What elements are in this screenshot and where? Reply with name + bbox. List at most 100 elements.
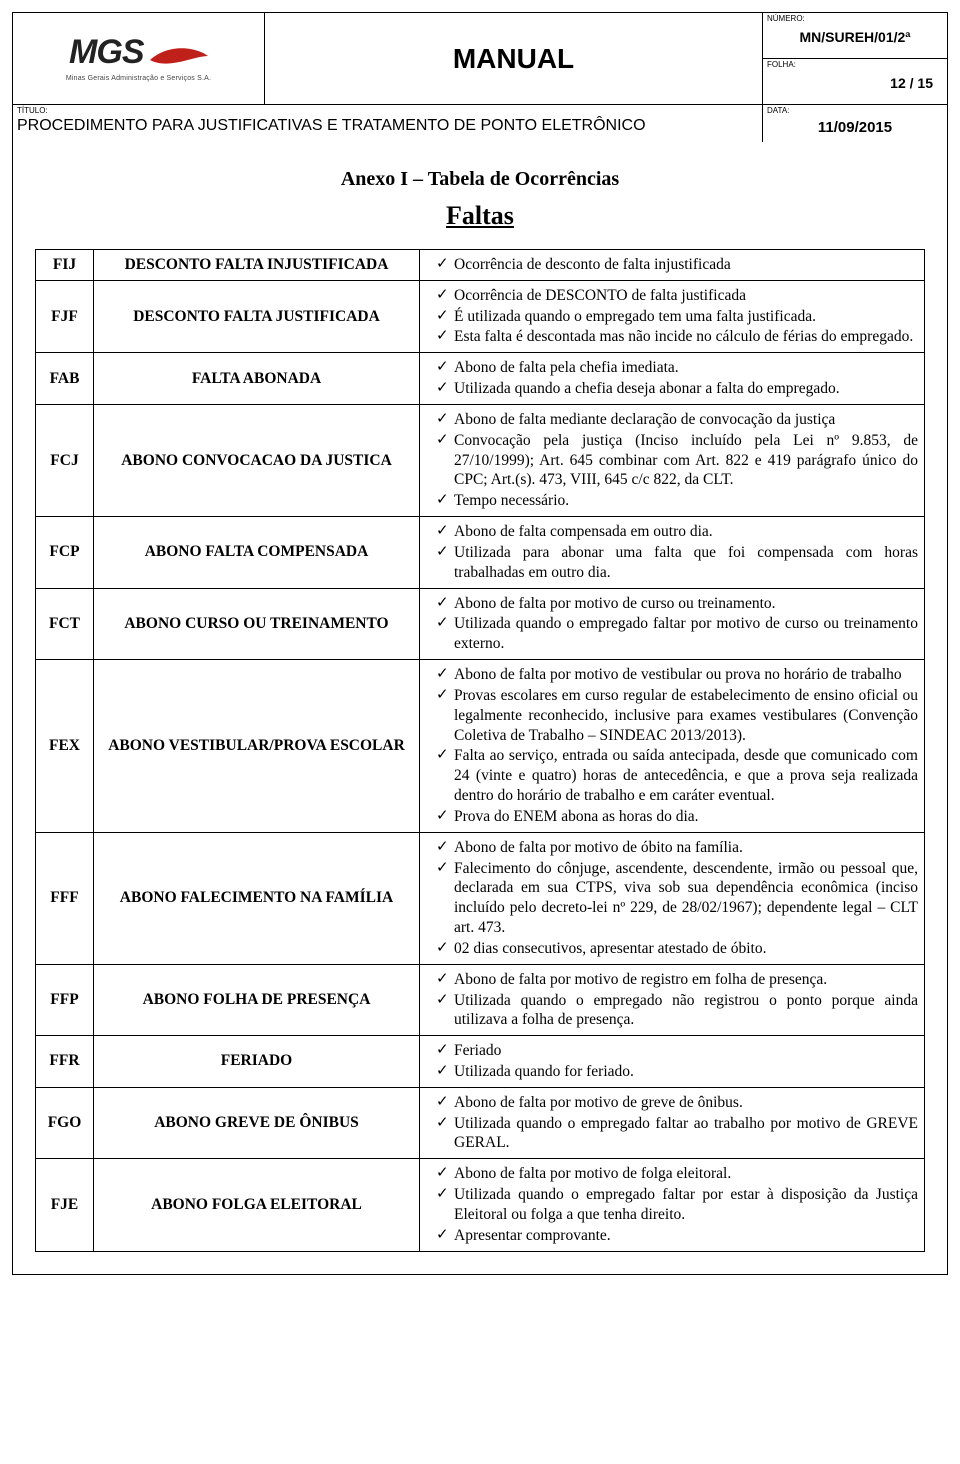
code-cell: FEX [36,660,94,833]
desc-cell: Abono de falta por motivo de greve de ôn… [420,1087,925,1158]
table-row: FCTABONO CURSO OU TREINAMENTOAbono de fa… [36,588,925,659]
table-row: FABFALTA ABONADAAbono de falta pela chef… [36,353,925,405]
code-cell: FAB [36,353,94,405]
desc-item: Esta falta é descontada mas não incide n… [426,327,918,347]
desc-cell: Abono de falta por motivo de folga eleit… [420,1159,925,1251]
desc-list: Abono de falta por motivo de vestibular … [426,665,918,827]
desc-item: Utilizada quando o empregado faltar ao t… [426,1114,918,1154]
desc-item: Ocorrência de desconto de falta injustif… [426,255,918,275]
table-row: FFFABONO FALECIMENTO NA FAMÍLIA Abono de … [36,832,925,964]
code-cell: FFR [36,1036,94,1088]
table-row: FJFDESCONTO FALTA JUSTIFICADA Ocorrência … [36,280,925,352]
desc-item: Abono de falta por motivo de óbito na fa… [426,838,918,858]
table-row: FFPABONO FOLHA DE PRESENÇA Abono de falta… [36,964,925,1035]
desc-item: Abono de falta por motivo de curso ou tr… [426,594,918,614]
desc-list: Abono de falta compensada em outro dia.U… [426,522,918,582]
name-cell: ABONO GREVE DE ÔNIBUS [94,1087,420,1158]
code-cell: FCT [36,588,94,659]
logo-line: MGS [66,35,211,72]
name-cell: FERIADO [94,1036,420,1088]
desc-item: Feriado [426,1041,918,1061]
numero-box: NÚMERO: MN/SUREH/01/2ª [763,13,947,59]
desc-item: Utilizada quando o empregado faltar por … [426,1185,918,1225]
desc-item: Abono de falta por motivo de folga eleit… [426,1164,918,1184]
desc-item: Utilizada para abonar uma falta que foi … [426,543,918,583]
manual-title: MANUAL [265,13,763,105]
name-cell: ABONO VESTIBULAR/PROVA ESCOLAR [94,660,420,833]
folha-value: 12 / 15 [767,75,943,91]
desc-item: Abono de falta por motivo de registro em… [426,970,918,990]
code-cell: FJE [36,1159,94,1251]
code-cell: FFF [36,832,94,964]
desc-cell: Abono de falta compensada em outro dia.U… [420,517,925,588]
anexo-heading: Anexo I – Tabela de Ocorrências [35,168,925,191]
titulo-label: TÍTULO: [13,105,762,115]
logo-subtext: Minas Gerais Administração e Serviços S.… [66,75,211,82]
name-cell: DESCONTO FALTA INJUSTIFICADA [94,250,420,281]
table-row: FCPABONO FALTA COMPENSADAAbono de falta … [36,517,925,588]
header-side: NÚMERO: MN/SUREH/01/2ª FOLHA: 12 / 15 [763,13,947,105]
desc-item: Utilizada quando a chefia deseja abonar … [426,379,918,399]
faltas-heading: Faltas [35,201,925,231]
table-row: FJEABONO FOLGA ELEITORAL Abono de falta p… [36,1159,925,1251]
desc-list: Abono de falta por motivo de registro em… [426,970,918,1030]
logo-wrap: MGS Minas Gerais Administração e Serviço… [66,35,211,81]
desc-cell: Abono de falta por motivo de curso ou tr… [420,588,925,659]
desc-list: Abono de falta por motivo de folga eleit… [426,1164,918,1245]
desc-item: É utilizada quando o empregado tem uma f… [426,307,918,327]
code-cell: FFP [36,964,94,1035]
desc-cell: Abono de falta por motivo de registro em… [420,964,925,1035]
code-cell: FGO [36,1087,94,1158]
logo-text: MGS [69,33,143,71]
desc-item: Abono de falta por motivo de vestibular … [426,665,918,685]
desc-item: Convocação pela justiça (Inciso incluído… [426,431,918,490]
code-cell: FIJ [36,250,94,281]
desc-cell: Ocorrência de DESCONTO de falta justific… [420,280,925,352]
data-box: DATA: 11/09/2015 [763,105,947,142]
desc-item: Falecimento do cônjuge, ascendente, desc… [426,859,918,938]
desc-list: Abono de falta por motivo de greve de ôn… [426,1093,918,1153]
titulo-value: PROCEDIMENTO PARA JUSTIFICATIVAS E TRATA… [13,115,762,141]
desc-item: 02 dias consecutivos, apresentar atestad… [426,939,918,959]
desc-item: Tempo necessário. [426,491,918,511]
desc-item: Provas escolares em curso regular de est… [426,686,918,745]
desc-list: Abono de falta mediante declaração de co… [426,410,918,511]
code-cell: FCJ [36,404,94,516]
table-row: FIJDESCONTO FALTA INJUSTIFICADA Ocorrênci… [36,250,925,281]
name-cell: DESCONTO FALTA JUSTIFICADA [94,280,420,352]
desc-item: Prova do ENEM abona as horas do dia. [426,807,918,827]
desc-list: Abono de falta pela chefia imediata.Util… [426,358,918,399]
folha-label: FOLHA: [767,61,943,69]
occurrences-table: FIJDESCONTO FALTA INJUSTIFICADA Ocorrênci… [35,249,925,1252]
titulo-box: TÍTULO: PROCEDIMENTO PARA JUSTIFICATIVAS… [13,105,763,142]
table-row: FFRFERIADOFeriadoUtilizada quando for fe… [36,1036,925,1088]
name-cell: ABONO FOLGA ELEITORAL [94,1159,420,1251]
desc-item: Utilizada quando o empregado faltar por … [426,614,918,654]
desc-cell: Abono de falta mediante declaração de co… [420,404,925,516]
content-area: Anexo I – Tabela de Ocorrências Faltas F… [13,142,947,1274]
table-row: FEXABONO VESTIBULAR/PROVA ESCOLAR Abono d… [36,660,925,833]
desc-list: Abono de falta por motivo de curso ou tr… [426,594,918,654]
logo-cell: MGS Minas Gerais Administração e Serviço… [13,13,265,105]
desc-list: Abono de falta por motivo de óbito na fa… [426,838,918,959]
desc-cell: Abono de falta por motivo de óbito na fa… [420,832,925,964]
desc-cell: FeriadoUtilizada quando for feriado. [420,1036,925,1088]
numero-label: NÚMERO: [767,15,943,23]
folha-box: FOLHA: 12 / 15 [763,59,947,104]
numero-value: MN/SUREH/01/2ª [767,29,943,45]
desc-list: FeriadoUtilizada quando for feriado. [426,1041,918,1082]
code-cell: FCP [36,517,94,588]
table-row: FGOABONO GREVE DE ÔNIBUSAbono de falta p… [36,1087,925,1158]
desc-item: Apresentar comprovante. [426,1226,918,1246]
desc-item: Abono de falta mediante declaração de co… [426,410,918,430]
name-cell: ABONO FOLHA DE PRESENÇA [94,964,420,1035]
code-cell: FJF [36,280,94,352]
desc-item: Ocorrência de DESCONTO de falta justific… [426,286,918,306]
data-value: 11/09/2015 [763,115,947,142]
name-cell: FALTA ABONADA [94,353,420,405]
logo-swoosh-icon [150,46,208,73]
desc-list: Ocorrência de DESCONTO de falta justific… [426,286,918,347]
name-cell: ABONO CONVOCACAO DA JUSTICA [94,404,420,516]
desc-item: Utilizada quando for feriado. [426,1062,918,1082]
name-cell: ABONO FALECIMENTO NA FAMÍLIA [94,832,420,964]
